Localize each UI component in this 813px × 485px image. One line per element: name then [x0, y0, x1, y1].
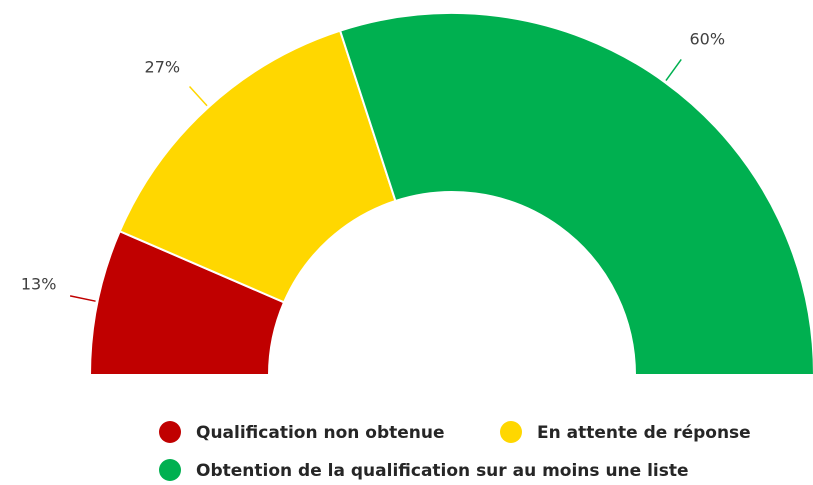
- legend-label: En attente de réponse: [537, 423, 751, 443]
- legend-swatch: [500, 421, 522, 443]
- leader-line: [665, 59, 682, 81]
- leader-line: [188, 86, 208, 107]
- leader-line: [69, 295, 96, 302]
- slice: [338, 12, 813, 376]
- value-label: 60%: [689, 30, 725, 49]
- legend-swatch: [159, 459, 181, 481]
- legend-label: Qualification non obtenue: [196, 423, 445, 443]
- value-label: 13%: [21, 275, 57, 294]
- slice: [118, 29, 397, 304]
- legend-swatch: [159, 421, 181, 443]
- value-label: 27%: [145, 58, 181, 77]
- legend-label: Obtention de la qualification sur au moi…: [196, 461, 689, 481]
